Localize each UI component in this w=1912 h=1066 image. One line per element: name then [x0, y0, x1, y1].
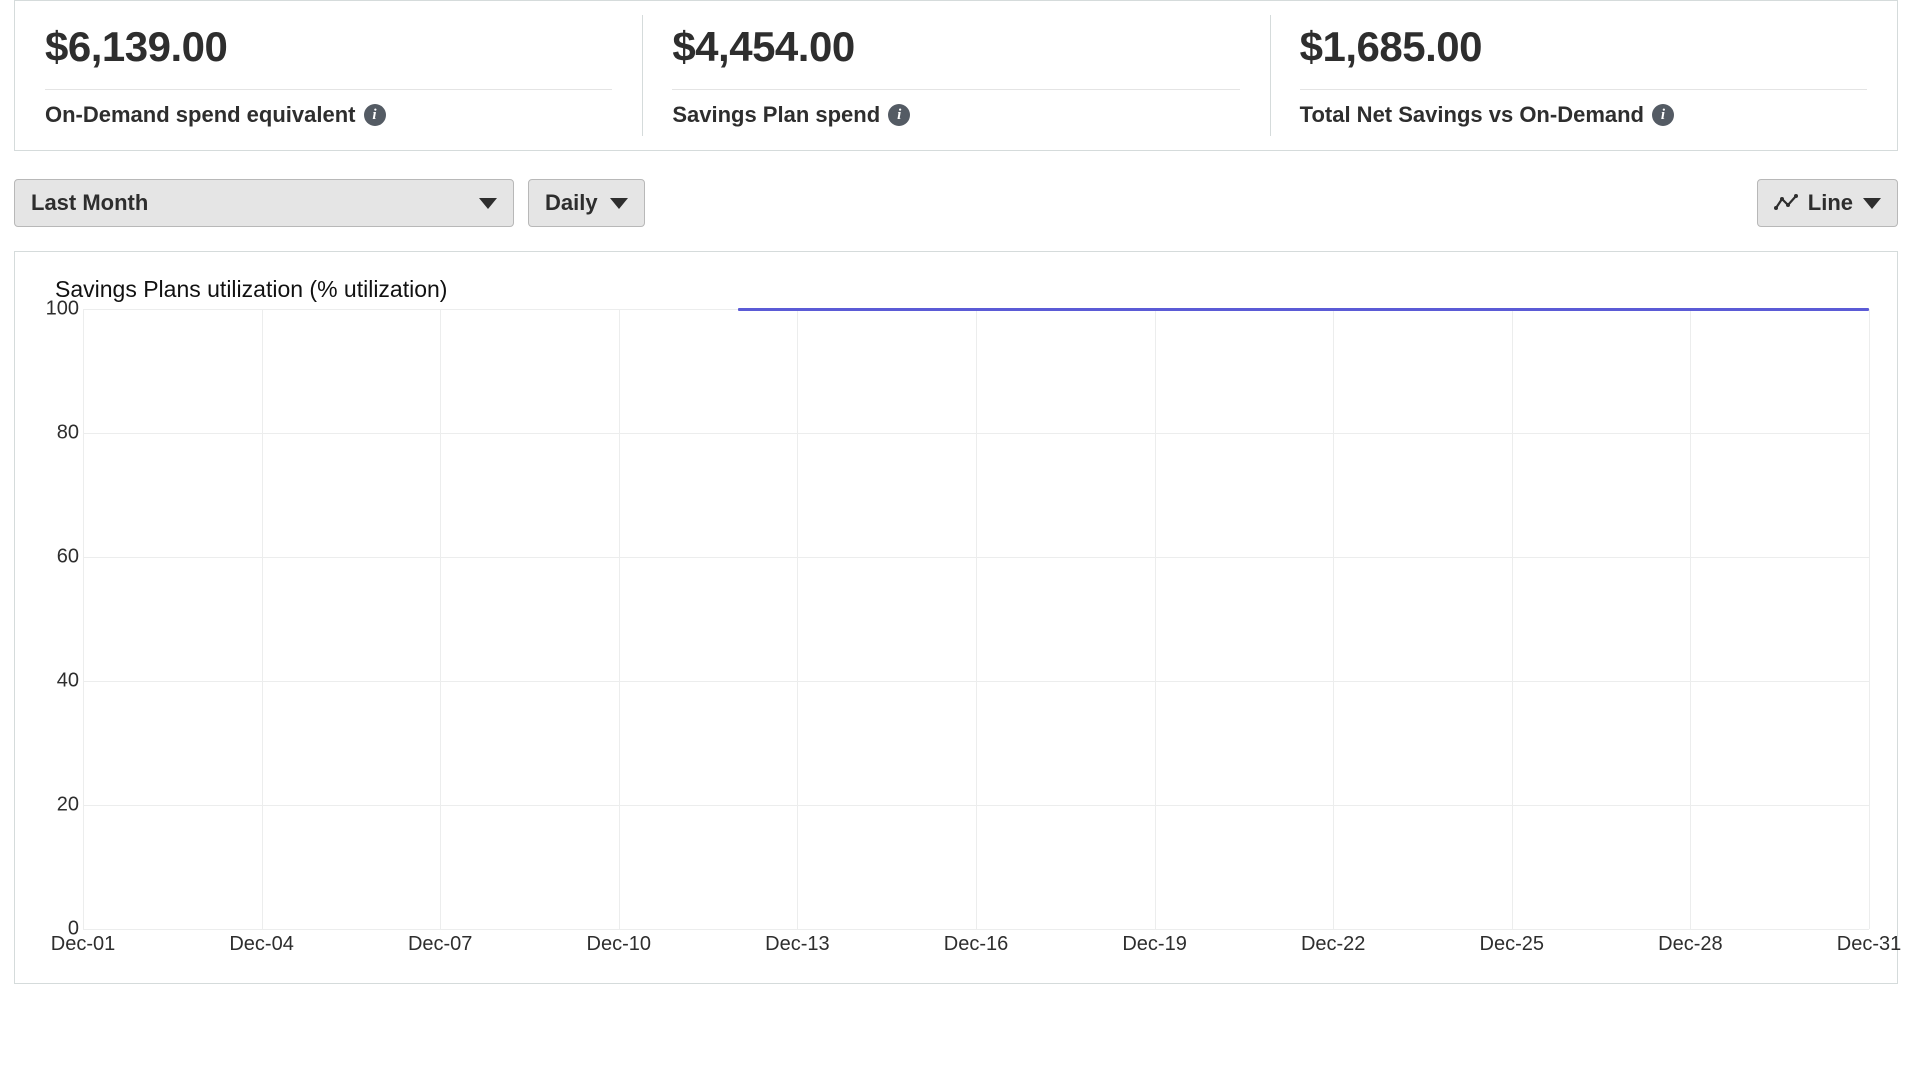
chart-type-label: Line: [1808, 190, 1853, 216]
gridline-vertical: [1869, 309, 1870, 929]
metric-label: On-Demand spend equivalent: [45, 102, 356, 128]
x-tick-label: Dec-13: [765, 933, 829, 956]
metric-label-row: Savings Plan spend i: [672, 102, 1239, 128]
metric-label: Savings Plan spend: [672, 102, 880, 128]
metric-card-total-net-savings: $1,685.00 Total Net Savings vs On-Demand…: [1270, 1, 1897, 150]
x-tick-label: Dec-31: [1837, 933, 1901, 956]
divider: [45, 89, 612, 90]
gridline-vertical: [619, 309, 620, 929]
y-tick-label: 40: [57, 670, 79, 693]
gridline-horizontal: [83, 929, 1869, 930]
gridline-vertical: [1155, 309, 1156, 929]
x-axis-labels: Dec-01Dec-04Dec-07Dec-10Dec-13Dec-16Dec-…: [83, 933, 1869, 965]
x-tick-label: Dec-04: [229, 933, 293, 956]
chevron-down-icon: [479, 198, 497, 209]
gridline-vertical: [797, 309, 798, 929]
date-range-label: Last Month: [31, 190, 148, 216]
x-tick-label: Dec-28: [1658, 933, 1722, 956]
x-tick-label: Dec-10: [587, 933, 651, 956]
divider: [1300, 89, 1867, 90]
metric-card-savings-plan-spend: $4,454.00 Savings Plan spend i: [642, 1, 1269, 150]
metric-label-row: On-Demand spend equivalent i: [45, 102, 612, 128]
gridline-vertical: [440, 309, 441, 929]
metrics-row: $6,139.00 On-Demand spend equivalent i $…: [14, 0, 1898, 151]
y-tick-label: 60: [57, 546, 79, 569]
chart-plot-area: 020406080100: [83, 309, 1869, 929]
y-tick-label: 80: [57, 422, 79, 445]
chevron-down-icon: [1863, 198, 1881, 209]
chart-series-line: [738, 308, 1869, 311]
gridline-vertical: [1690, 309, 1691, 929]
x-tick-label: Dec-01: [51, 933, 115, 956]
chart-panel: Savings Plans utilization (% utilization…: [14, 251, 1898, 984]
info-icon[interactable]: i: [1652, 104, 1674, 126]
y-tick-label: 100: [46, 298, 79, 321]
y-tick-label: 20: [57, 794, 79, 817]
chart-title: Savings Plans utilization (% utilization…: [55, 276, 1869, 303]
x-tick-label: Dec-07: [408, 933, 472, 956]
granularity-select[interactable]: Daily: [528, 179, 645, 227]
metric-value: $6,139.00: [45, 23, 612, 71]
metric-value: $4,454.00: [672, 23, 1239, 71]
metric-label-row: Total Net Savings vs On-Demand i: [1300, 102, 1867, 128]
gridline-vertical: [262, 309, 263, 929]
x-tick-label: Dec-22: [1301, 933, 1365, 956]
x-tick-label: Dec-25: [1480, 933, 1544, 956]
x-tick-label: Dec-16: [944, 933, 1008, 956]
chart-type-select[interactable]: Line: [1757, 179, 1898, 227]
metric-card-on-demand-equivalent: $6,139.00 On-Demand spend equivalent i: [15, 1, 642, 150]
gridline-vertical: [83, 309, 84, 929]
gridline-vertical: [1512, 309, 1513, 929]
line-chart-icon: [1774, 193, 1798, 213]
date-range-select[interactable]: Last Month: [14, 179, 514, 227]
chart-gridlines: [83, 309, 1869, 929]
metric-value: $1,685.00: [1300, 23, 1867, 71]
granularity-label: Daily: [545, 190, 598, 216]
info-icon[interactable]: i: [888, 104, 910, 126]
divider: [672, 89, 1239, 90]
gridline-vertical: [976, 309, 977, 929]
info-icon[interactable]: i: [364, 104, 386, 126]
metric-label: Total Net Savings vs On-Demand: [1300, 102, 1644, 128]
gridline-vertical: [1333, 309, 1334, 929]
x-tick-label: Dec-19: [1122, 933, 1186, 956]
y-axis-labels: 020406080100: [35, 309, 79, 929]
controls-row: Last Month Daily Line: [0, 151, 1912, 241]
chevron-down-icon: [610, 198, 628, 209]
